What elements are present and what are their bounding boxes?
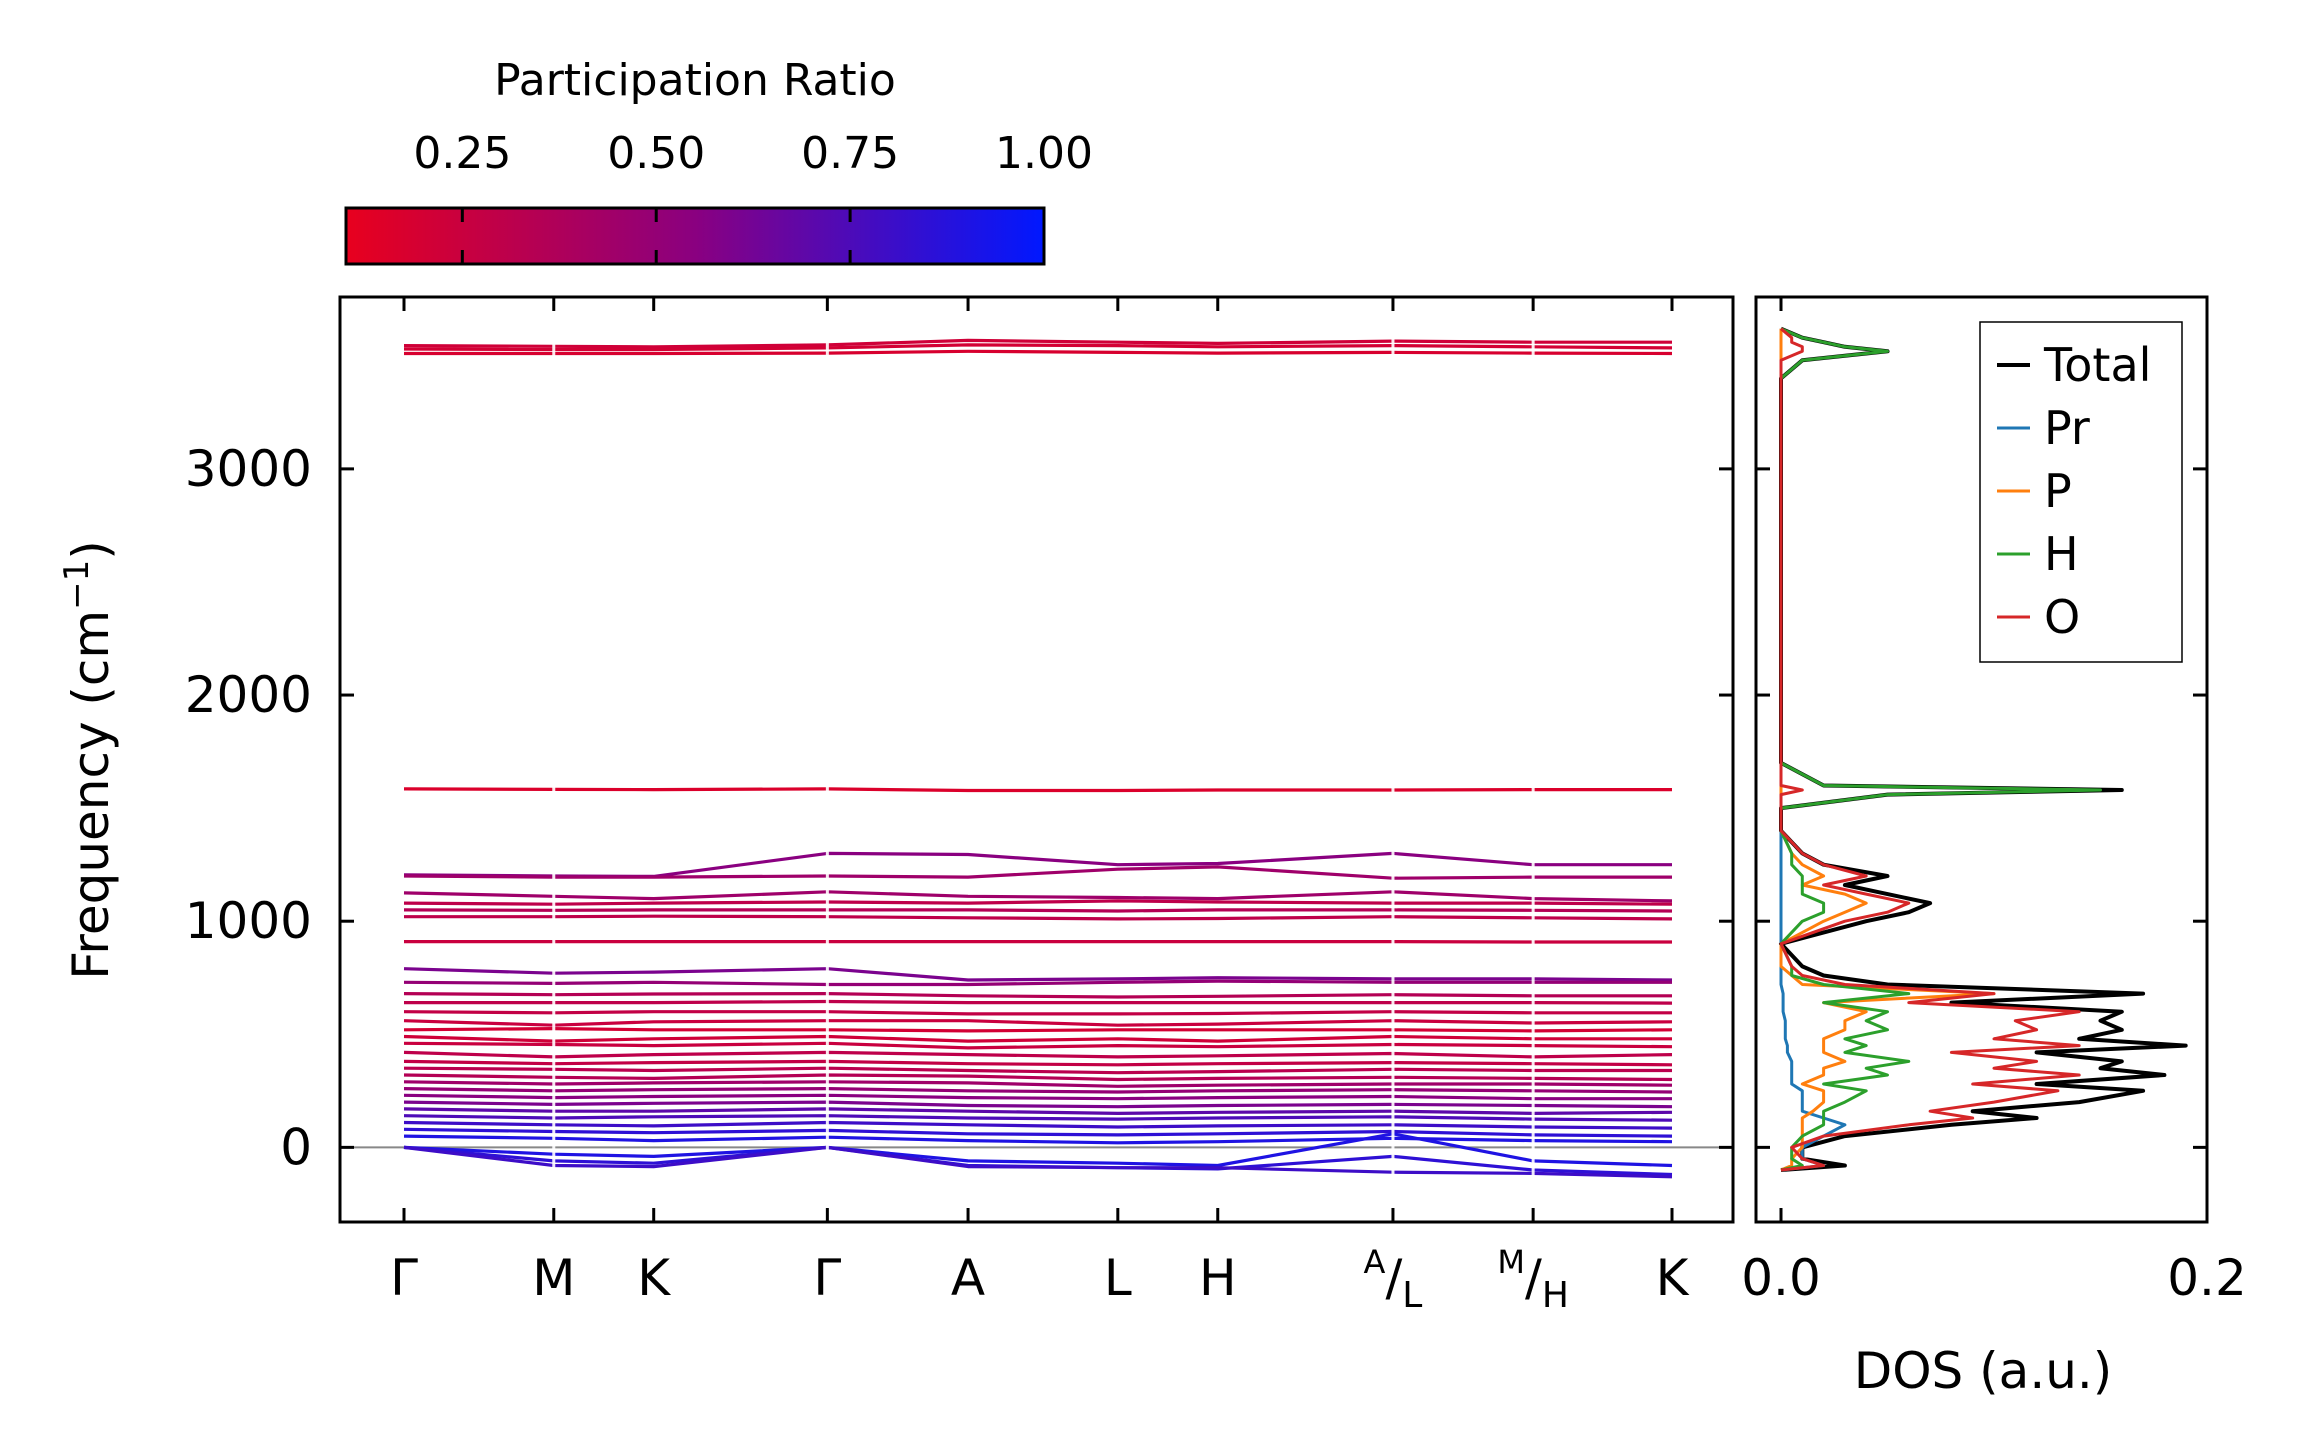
x-tick-label: Γ bbox=[390, 1249, 418, 1307]
x-tick-label: A/L bbox=[1364, 1243, 1423, 1316]
band-line bbox=[403, 1114, 1673, 1122]
band-line bbox=[403, 1027, 1673, 1033]
legend-label: Pr bbox=[2044, 401, 2090, 455]
legend: Total Pr PHO bbox=[1979, 321, 2183, 663]
colorbar: Participation Ratio 0.25 0.50 0.75 1.00 bbox=[344, 55, 1093, 266]
band-line bbox=[403, 787, 1672, 793]
band-structure-panel: 0 1000 2000 3000 Γ M K Γ A L H A/L M/H K Frequency (c… bbox=[57, 295, 1735, 1316]
main-axes-ticks: 0 1000 2000 3000 Γ M K Γ A L H A/L M/H K bbox=[185, 297, 1733, 1316]
y-tick-label: 0 bbox=[280, 1118, 312, 1176]
dos-line-pr bbox=[1779, 328, 1847, 1172]
band-line bbox=[403, 1145, 1673, 1179]
band-line bbox=[403, 1120, 1673, 1130]
dos-x-tick-label: 0.0 bbox=[1741, 1249, 1821, 1307]
band-line bbox=[403, 865, 1672, 880]
band-line bbox=[404, 349, 1673, 356]
dos-panel: 0.0 0.2 DOS (a.u.) Total Pr PHO bbox=[1741, 295, 2247, 1400]
legend-label: P bbox=[2044, 464, 2072, 518]
y-tick-label: 2000 bbox=[185, 666, 312, 724]
dos-x-tick-label: 0.2 bbox=[2167, 1249, 2247, 1307]
band-line bbox=[403, 1087, 1673, 1094]
colorbar-tick-label: 0.25 bbox=[413, 128, 511, 179]
band-line bbox=[403, 1041, 1673, 1050]
dos-line-p bbox=[1779, 328, 1996, 1172]
colorbar-tick-label: 0.75 bbox=[801, 128, 899, 179]
dos-curves bbox=[1779, 326, 2188, 1172]
x-tick-label: Γ bbox=[813, 1249, 841, 1307]
band-line bbox=[403, 1066, 1672, 1075]
y-tick-label: 1000 bbox=[185, 892, 312, 950]
band-line bbox=[403, 890, 1673, 903]
dos-x-axis-label: DOS (a.u.) bbox=[1854, 1342, 2113, 1400]
band-line bbox=[403, 1100, 1673, 1109]
main-axes-frame bbox=[338, 295, 1735, 1224]
band-line bbox=[403, 1127, 1673, 1138]
band-line bbox=[403, 1132, 1673, 1168]
band-line bbox=[403, 1034, 1672, 1043]
x-tick-label: A bbox=[951, 1249, 985, 1307]
band-line bbox=[403, 967, 1673, 982]
band-line bbox=[403, 908, 1673, 913]
band-line bbox=[403, 992, 1672, 999]
x-tick-label: M/H bbox=[1497, 1243, 1569, 1316]
y-axis-label: Frequency (cm−1) bbox=[57, 540, 120, 980]
dos-axes-frame bbox=[1754, 295, 2209, 1224]
legend-label: O bbox=[2044, 590, 2080, 644]
y-tick-label: 3000 bbox=[185, 440, 312, 498]
x-tick-label: L bbox=[1104, 1249, 1132, 1307]
band-line bbox=[403, 1073, 1673, 1082]
segment-break bbox=[1531, 297, 1535, 1222]
colorbar-gradient bbox=[344, 206, 1046, 266]
segment-break bbox=[552, 297, 556, 1222]
x-tick-label: M bbox=[532, 1249, 575, 1307]
colorbar-tick-label: 0.50 bbox=[607, 128, 705, 179]
band-line bbox=[403, 1010, 1672, 1016]
legend-label: H bbox=[2044, 527, 2079, 581]
x-tick-label: K bbox=[1656, 1249, 1690, 1307]
x-tick-label: K bbox=[637, 1249, 671, 1307]
segment-break bbox=[1391, 297, 1395, 1222]
band-line bbox=[403, 1050, 1673, 1059]
band-line bbox=[403, 1080, 1673, 1088]
colorbar-tick-label: 1.00 bbox=[995, 128, 1093, 179]
phonon-bands bbox=[403, 297, 1673, 1222]
segment-break bbox=[825, 297, 829, 1222]
band-line bbox=[403, 1093, 1672, 1101]
band-line bbox=[403, 343, 1673, 352]
colorbar-title: Participation Ratio bbox=[494, 55, 896, 106]
band-line bbox=[403, 899, 1673, 906]
band-line bbox=[403, 338, 1672, 349]
band-line bbox=[403, 1134, 1673, 1145]
band-line bbox=[403, 979, 1672, 987]
colorbar-ticks: 0.25 0.50 0.75 1.00 bbox=[413, 128, 1093, 264]
dos-line-o bbox=[1779, 327, 2081, 1172]
band-line bbox=[404, 999, 1673, 1005]
x-tick-label: H bbox=[1199, 1249, 1237, 1307]
band-line bbox=[404, 914, 1673, 921]
legend-label: Total bbox=[2043, 338, 2151, 392]
band-line bbox=[403, 1107, 1673, 1115]
band-line bbox=[403, 1059, 1673, 1067]
band-line bbox=[403, 1019, 1673, 1027]
